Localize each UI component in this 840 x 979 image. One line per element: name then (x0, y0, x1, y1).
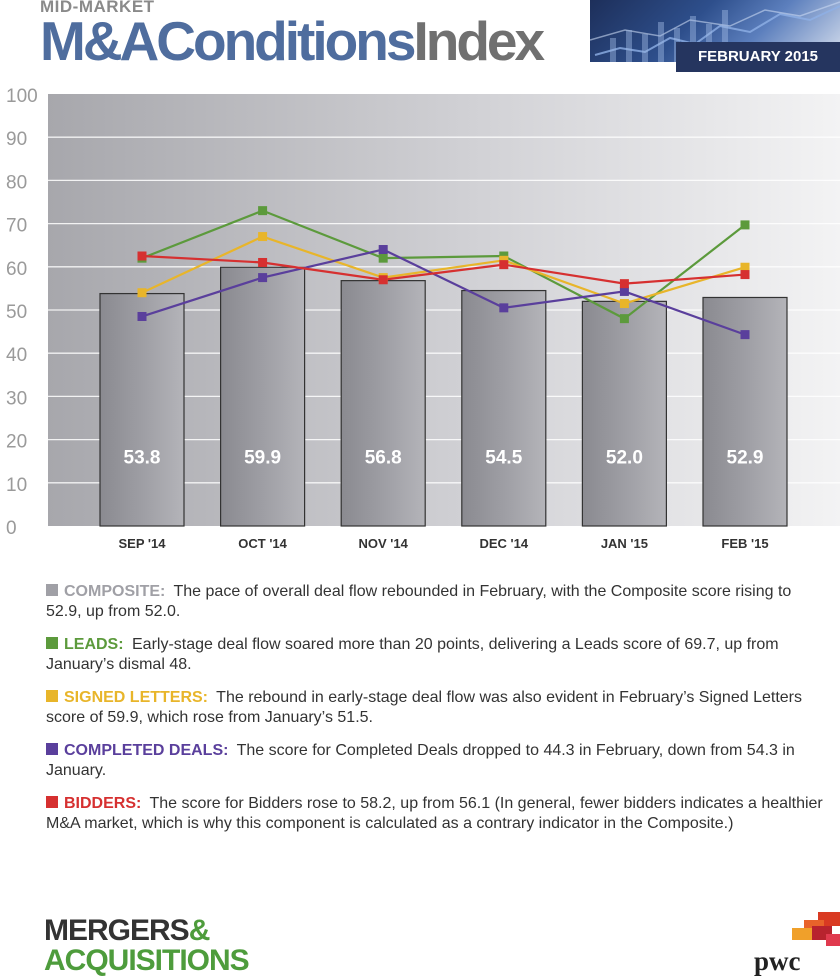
title-part-ma: M&A (40, 10, 159, 72)
composite-bar (220, 266, 306, 527)
signed-letters-point (258, 232, 268, 242)
completed-deals-line (141, 248, 746, 336)
leads-legend-square (46, 637, 58, 649)
completed-deals-point (619, 286, 629, 296)
title-part-conditions: Conditions (156, 10, 416, 72)
bidders-legend-square (46, 796, 58, 808)
y-tick-label: 30 (6, 388, 27, 409)
supertitle: MID-MARKET (40, 0, 155, 16)
note-label: COMPOSITE: (64, 583, 166, 600)
composite-bar (340, 280, 426, 527)
note-text: The pace of overall deal flow rebounded … (46, 583, 792, 620)
completed-deals-point (137, 311, 147, 321)
leads-point (378, 253, 388, 263)
bidders-line (141, 254, 746, 285)
signed-letters-point (619, 299, 629, 309)
composite-bar (461, 289, 547, 527)
notes: COMPOSITE: The pace of overall deal flow… (46, 582, 826, 847)
leads-point (619, 314, 629, 324)
completed-deals-legend-square (46, 743, 58, 755)
bar-value-label: 52.9 (727, 447, 764, 468)
note-text: The rebound in early-stage deal flow was… (46, 689, 802, 726)
pwc-logo: pwc (748, 912, 840, 979)
completed-deals-point (499, 303, 509, 313)
bar-value-label: 59.9 (244, 447, 281, 468)
note-composite: COMPOSITE: The pace of overall deal flow… (46, 582, 826, 622)
logo-mergers: MERGERS (44, 914, 190, 947)
chart: 0 10 20 30 40 50 60 70 80 90 100 53.8 59.9 56.8 54.5 5… (6, 86, 840, 551)
completed-deals-point (740, 330, 750, 340)
composite-legend-square (46, 584, 58, 596)
logo-acquisitions: ACQUISITIONS (44, 944, 250, 977)
bidders-point (619, 279, 629, 289)
y-tick-label: 100 (6, 86, 38, 107)
y-tick-label: 10 (6, 475, 27, 496)
title-part-index: Index (413, 10, 545, 72)
bar-value-label: 54.5 (485, 447, 522, 468)
y-tick-label: 50 (6, 302, 27, 323)
leads-line (141, 209, 746, 320)
bidders-point (499, 260, 509, 270)
completed-deals-point (258, 273, 268, 283)
x-tick-label: JAN '15 (601, 536, 648, 551)
y-tick-label: 0 (6, 518, 17, 539)
y-tick-label: 80 (6, 172, 27, 193)
x-tick-label: SEP '14 (119, 536, 167, 551)
y-tick-label: 20 (6, 432, 27, 453)
y-tick-label: 70 (6, 216, 27, 237)
y-tick-label: 40 (6, 345, 27, 366)
note-completed-deals: COMPLETED DEALS: The score for Completed… (46, 741, 826, 781)
note-label: COMPLETED DEALS: (64, 742, 229, 759)
note-signed-letters: SIGNED LETTERS: The rebound in early-sta… (46, 688, 826, 728)
x-tick-label: FEB '15 (721, 536, 768, 551)
header: MID-MARKET M&AConditionsIndex FEBRUARY 2… (0, 0, 840, 78)
note-label: SIGNED LETTERS: (64, 689, 209, 706)
y-tick-label: 60 (6, 259, 27, 280)
note-label: BIDDERS: (64, 795, 142, 812)
bar-value-label: 53.8 (124, 447, 161, 468)
note-leads: LEADS: Early-stage deal flow soared more… (46, 635, 826, 675)
date-badge: FEBRUARY 2015 (676, 42, 840, 72)
main-title: M&AConditionsIndex (40, 10, 545, 72)
bidders-point (258, 257, 268, 267)
note-text: The score for Completed Deals dropped to… (46, 742, 795, 779)
note-label: LEADS: (64, 636, 124, 653)
leads-point (258, 206, 268, 216)
note-bidders: BIDDERS: The score for Bidders rose to 5… (46, 794, 826, 834)
signed-letters-point (740, 262, 750, 272)
x-tick-label: DEC '14 (479, 536, 528, 551)
pwc-wordmark: pwc (754, 946, 801, 976)
signed-letters-legend-square (46, 690, 58, 702)
completed-deals-point (378, 245, 388, 255)
x-tick-label: NOV '14 (359, 536, 409, 551)
bidders-point (378, 275, 388, 285)
signed-letters-point (137, 288, 147, 298)
note-text: The score for Bidders rose to 58.2, up f… (46, 795, 823, 832)
bar-value-label: 52.0 (606, 447, 643, 468)
composite-bar (581, 300, 668, 527)
note-text: Early-stage deal flow soared more than 2… (46, 636, 779, 673)
leads-point (740, 220, 750, 230)
bidders-point (137, 251, 147, 261)
mergers-acquisitions-logo: MERGERS& ACQUISITIONS (44, 914, 250, 977)
bidders-point (740, 270, 750, 280)
logo-ampersand: & (188, 914, 211, 947)
bar-value-label: 56.8 (365, 447, 402, 468)
composite-bar (99, 292, 185, 527)
x-tick-label: OCT '14 (238, 536, 287, 551)
y-tick-label: 90 (6, 129, 27, 150)
